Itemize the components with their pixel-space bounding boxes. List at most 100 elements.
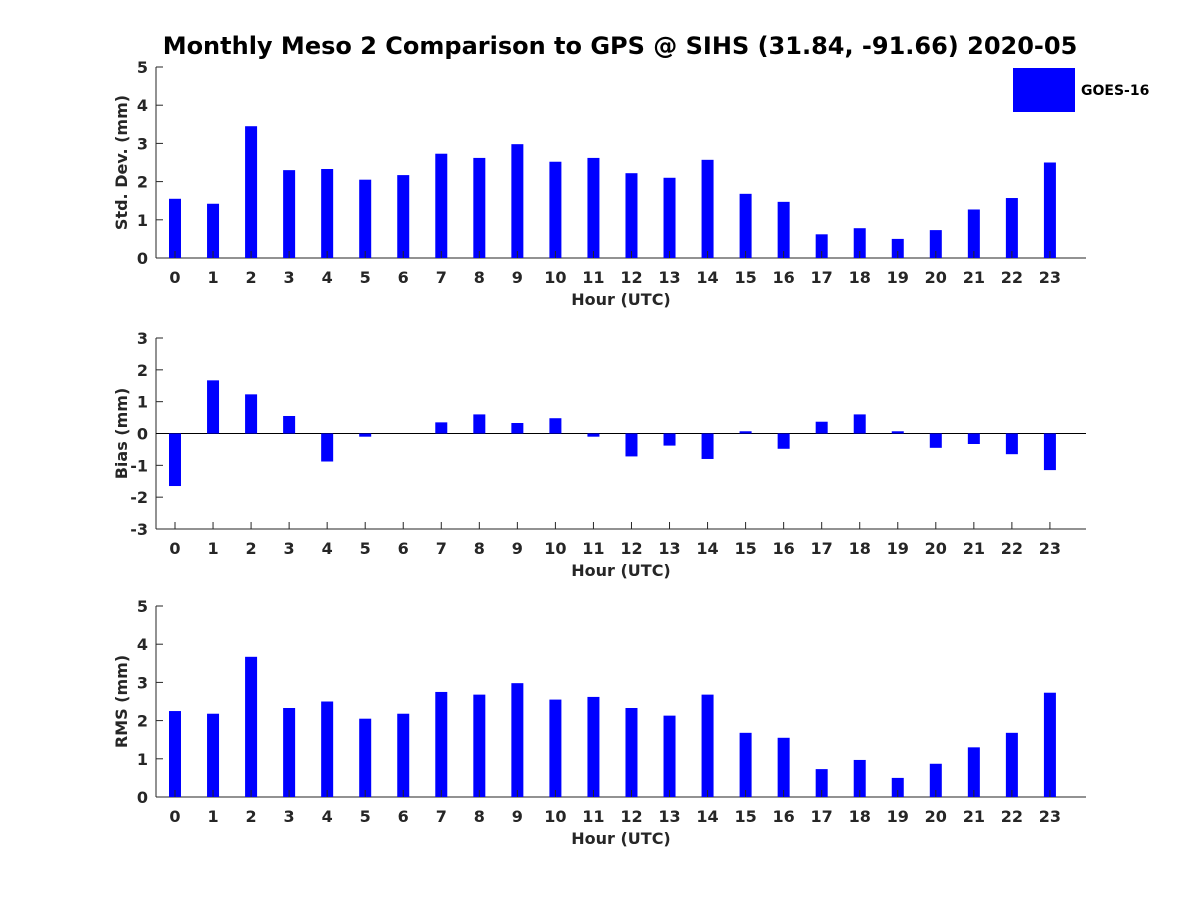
y-tick-label: 3 bbox=[137, 134, 148, 153]
x-tick-label: 12 bbox=[620, 268, 642, 287]
bar-rms-18 bbox=[853, 759, 866, 797]
x-tick-label: 0 bbox=[169, 539, 180, 558]
x-tick-label: 1 bbox=[207, 807, 218, 826]
bar-bias-9 bbox=[511, 422, 524, 434]
x-tick-label: 16 bbox=[773, 268, 795, 287]
x-tick-label: 23 bbox=[1039, 807, 1061, 826]
x-tick-label: 16 bbox=[773, 807, 795, 826]
x-tick-label: 17 bbox=[811, 807, 833, 826]
bar-rms-9 bbox=[511, 683, 524, 797]
bar-std-dev-1 bbox=[207, 203, 220, 258]
x-tick-label: 23 bbox=[1039, 268, 1061, 287]
y-tick-label: 2 bbox=[137, 173, 148, 192]
x-tick-label: 22 bbox=[1001, 807, 1023, 826]
x-tick-label: 9 bbox=[512, 807, 523, 826]
x-tick-label: 21 bbox=[963, 268, 985, 287]
x-tick-label: 6 bbox=[398, 539, 409, 558]
x-tick-label: 6 bbox=[398, 268, 409, 287]
x-tick-label: 14 bbox=[696, 807, 718, 826]
x-tick-label: 13 bbox=[658, 807, 680, 826]
y-tick-label: 1 bbox=[137, 211, 148, 230]
x-tick-label: 18 bbox=[849, 539, 871, 558]
y-tick-label: 0 bbox=[137, 249, 148, 268]
x-tick-label: 5 bbox=[360, 539, 371, 558]
y-tick-label: 3 bbox=[137, 329, 148, 348]
x-tick-label: 8 bbox=[474, 268, 485, 287]
bar-std-dev-12 bbox=[625, 173, 638, 258]
bar-bias-2 bbox=[245, 394, 258, 434]
bar-rms-11 bbox=[587, 696, 600, 797]
bar-std-dev-8 bbox=[473, 157, 486, 258]
bar-std-dev-9 bbox=[511, 144, 524, 258]
bar-rms-8 bbox=[473, 694, 486, 797]
bar-bias-22 bbox=[1005, 433, 1018, 455]
bar-std-dev-19 bbox=[891, 238, 904, 258]
bar-std-dev-16 bbox=[777, 201, 790, 258]
x-tick-label: 22 bbox=[1001, 539, 1023, 558]
x-tick-label: 3 bbox=[284, 539, 295, 558]
x-tick-label: 2 bbox=[246, 539, 257, 558]
bar-std-dev-11 bbox=[587, 157, 600, 258]
bar-std-dev-3 bbox=[283, 170, 296, 258]
bar-rms-3 bbox=[283, 707, 296, 797]
x-tick-label: 0 bbox=[169, 268, 180, 287]
x-tick-label: 9 bbox=[512, 539, 523, 558]
x-tick-label: 17 bbox=[811, 268, 833, 287]
y-tick-label: 3 bbox=[137, 673, 148, 692]
x-tick-label: 3 bbox=[284, 807, 295, 826]
bar-rms-15 bbox=[739, 732, 752, 797]
bar-rms-1 bbox=[207, 713, 220, 797]
bar-bias-10 bbox=[549, 418, 562, 434]
bar-std-dev-23 bbox=[1043, 162, 1056, 258]
x-tick-label: 20 bbox=[925, 807, 947, 826]
bar-bias-18 bbox=[853, 414, 866, 434]
bar-bias-3 bbox=[283, 415, 296, 434]
bar-rms-23 bbox=[1043, 692, 1056, 797]
bar-rms-13 bbox=[663, 715, 676, 797]
bar-rms-20 bbox=[929, 763, 942, 797]
bar-bias-16 bbox=[777, 433, 790, 449]
x-tick-label: 20 bbox=[925, 268, 947, 287]
y-axis-label: RMS (mm) bbox=[112, 655, 131, 748]
y-tick-label: 4 bbox=[137, 635, 148, 654]
x-tick-label: 14 bbox=[696, 539, 718, 558]
bar-std-dev-0 bbox=[169, 198, 181, 258]
x-tick-label: 21 bbox=[963, 807, 985, 826]
bar-std-dev-13 bbox=[663, 177, 676, 258]
bar-rms-5 bbox=[359, 718, 372, 797]
bar-rms-17 bbox=[815, 769, 828, 797]
x-tick-label: 4 bbox=[322, 807, 333, 826]
bar-rms-10 bbox=[549, 699, 562, 797]
bar-bias-23 bbox=[1043, 433, 1056, 471]
x-tick-label: 13 bbox=[658, 268, 680, 287]
x-tick-label: 9 bbox=[512, 268, 523, 287]
y-tick-label: 0 bbox=[137, 788, 148, 807]
x-tick-label: 10 bbox=[544, 807, 566, 826]
bar-rms-2 bbox=[245, 656, 258, 797]
y-tick-label: -2 bbox=[130, 488, 148, 507]
bar-rms-16 bbox=[777, 737, 790, 797]
bar-rms-7 bbox=[435, 691, 448, 797]
x-axis-label: Hour (UTC) bbox=[571, 829, 671, 848]
y-tick-label: 0 bbox=[137, 425, 148, 444]
bar-rms-21 bbox=[967, 747, 980, 797]
bar-std-dev-2 bbox=[245, 126, 258, 259]
bar-std-dev-10 bbox=[549, 161, 562, 258]
y-tick-label: 5 bbox=[137, 58, 148, 77]
bar-bias-11 bbox=[587, 433, 600, 437]
bar-std-dev-22 bbox=[1005, 198, 1018, 258]
bar-bias-19 bbox=[891, 431, 904, 434]
x-tick-label: 14 bbox=[696, 268, 718, 287]
x-tick-label: 17 bbox=[811, 539, 833, 558]
bar-bias-12 bbox=[625, 433, 638, 457]
bar-rms-0 bbox=[169, 711, 181, 797]
bar-bias-15 bbox=[739, 431, 752, 434]
y-tick-label: 4 bbox=[137, 96, 148, 115]
bar-std-dev-6 bbox=[397, 175, 410, 258]
x-tick-label: 18 bbox=[849, 268, 871, 287]
legend-label: GOES-16 bbox=[1081, 83, 1149, 99]
x-tick-label: 18 bbox=[849, 807, 871, 826]
x-tick-label: 19 bbox=[887, 268, 909, 287]
